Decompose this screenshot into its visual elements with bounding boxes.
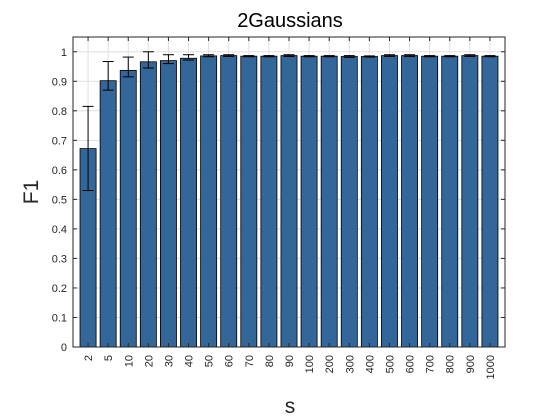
- x-tick-label-20: 20: [143, 355, 155, 367]
- x-tick-labels: 2 5 10 20 30 40 50 60 70 80 90 100 200 300 400 500 600 70…: [83, 355, 497, 379]
- bar-90: [280, 55, 298, 348]
- y-tick-label-9: 0.9: [52, 76, 67, 88]
- y-tick-label-4: 0.4: [52, 224, 67, 236]
- bar-600: [401, 55, 418, 348]
- y-tick-label-2: 0.2: [52, 283, 67, 295]
- bar-100: [300, 55, 318, 348]
- bar-5: [99, 80, 117, 348]
- y-tick-label-8: 0.8: [52, 106, 67, 118]
- bar-400: [360, 56, 378, 348]
- x-tick-label-30: 30: [163, 355, 175, 367]
- bar-700: [421, 55, 439, 348]
- x-tick-label-70: 70: [244, 355, 256, 367]
- x-tick-label-40: 40: [184, 355, 196, 367]
- y-tick-label-10: 1: [61, 47, 67, 59]
- bar-70: [240, 55, 258, 348]
- y-tick-label-0: 0: [61, 342, 67, 354]
- bar-1000: [481, 55, 499, 348]
- bar-80: [260, 55, 278, 348]
- y-axis-label: F1: [20, 180, 43, 205]
- x-tick-label-10: 10: [123, 355, 135, 367]
- x-tick-label-2: 2: [83, 355, 95, 361]
- chart-title: 2Gaussians: [237, 10, 343, 32]
- bar-50: [200, 55, 218, 348]
- error-bars: [82, 51, 496, 192]
- x-tick-label-400: 400: [364, 355, 376, 373]
- x-tick-label-200: 200: [324, 355, 336, 373]
- x-tick-label-5: 5: [103, 355, 115, 361]
- bar-20: [139, 61, 157, 348]
- bar-300: [340, 56, 358, 348]
- x-tick-label-60: 60: [224, 355, 236, 367]
- x-tick-label-100: 100: [304, 355, 316, 373]
- x-tick-label-80: 80: [264, 355, 276, 367]
- x-tick-label-50: 50: [204, 355, 216, 367]
- x-tick-label-800: 800: [445, 355, 457, 373]
- x-tick-label-90: 90: [284, 355, 296, 367]
- bar-60: [220, 55, 238, 348]
- x-axis-label: s: [285, 395, 296, 418]
- bar-800: [441, 55, 459, 348]
- x-tick-label-300: 300: [344, 355, 356, 373]
- bar-30: [160, 60, 177, 348]
- y-tick-label-5: 0.5: [52, 194, 67, 206]
- x-tick-label-600: 600: [405, 355, 417, 373]
- axes: [72, 36, 506, 348]
- x-tick-label-500: 500: [384, 355, 396, 373]
- x-tick-label-700: 700: [425, 355, 437, 373]
- bar-40: [180, 57, 197, 348]
- bar-10: [119, 69, 137, 348]
- y-tick-label-1: 0.1: [52, 312, 67, 324]
- x-tick-label-1000: 1000: [485, 355, 497, 379]
- bars: [79, 55, 499, 348]
- y-tick-label-7: 0.7: [52, 135, 67, 147]
- x-tick-label-900: 900: [465, 355, 477, 373]
- bar-500: [381, 55, 398, 348]
- y-tick-label-3: 0.3: [52, 253, 67, 265]
- bar-900: [461, 55, 479, 348]
- y-tick-label-6: 0.6: [52, 165, 67, 177]
- bar-200: [320, 55, 338, 348]
- y-tick-labels: 0 0.1 0.2 0.3 0.4 0.5 0.6 0.7 0.8 0.9 1: [52, 47, 67, 354]
